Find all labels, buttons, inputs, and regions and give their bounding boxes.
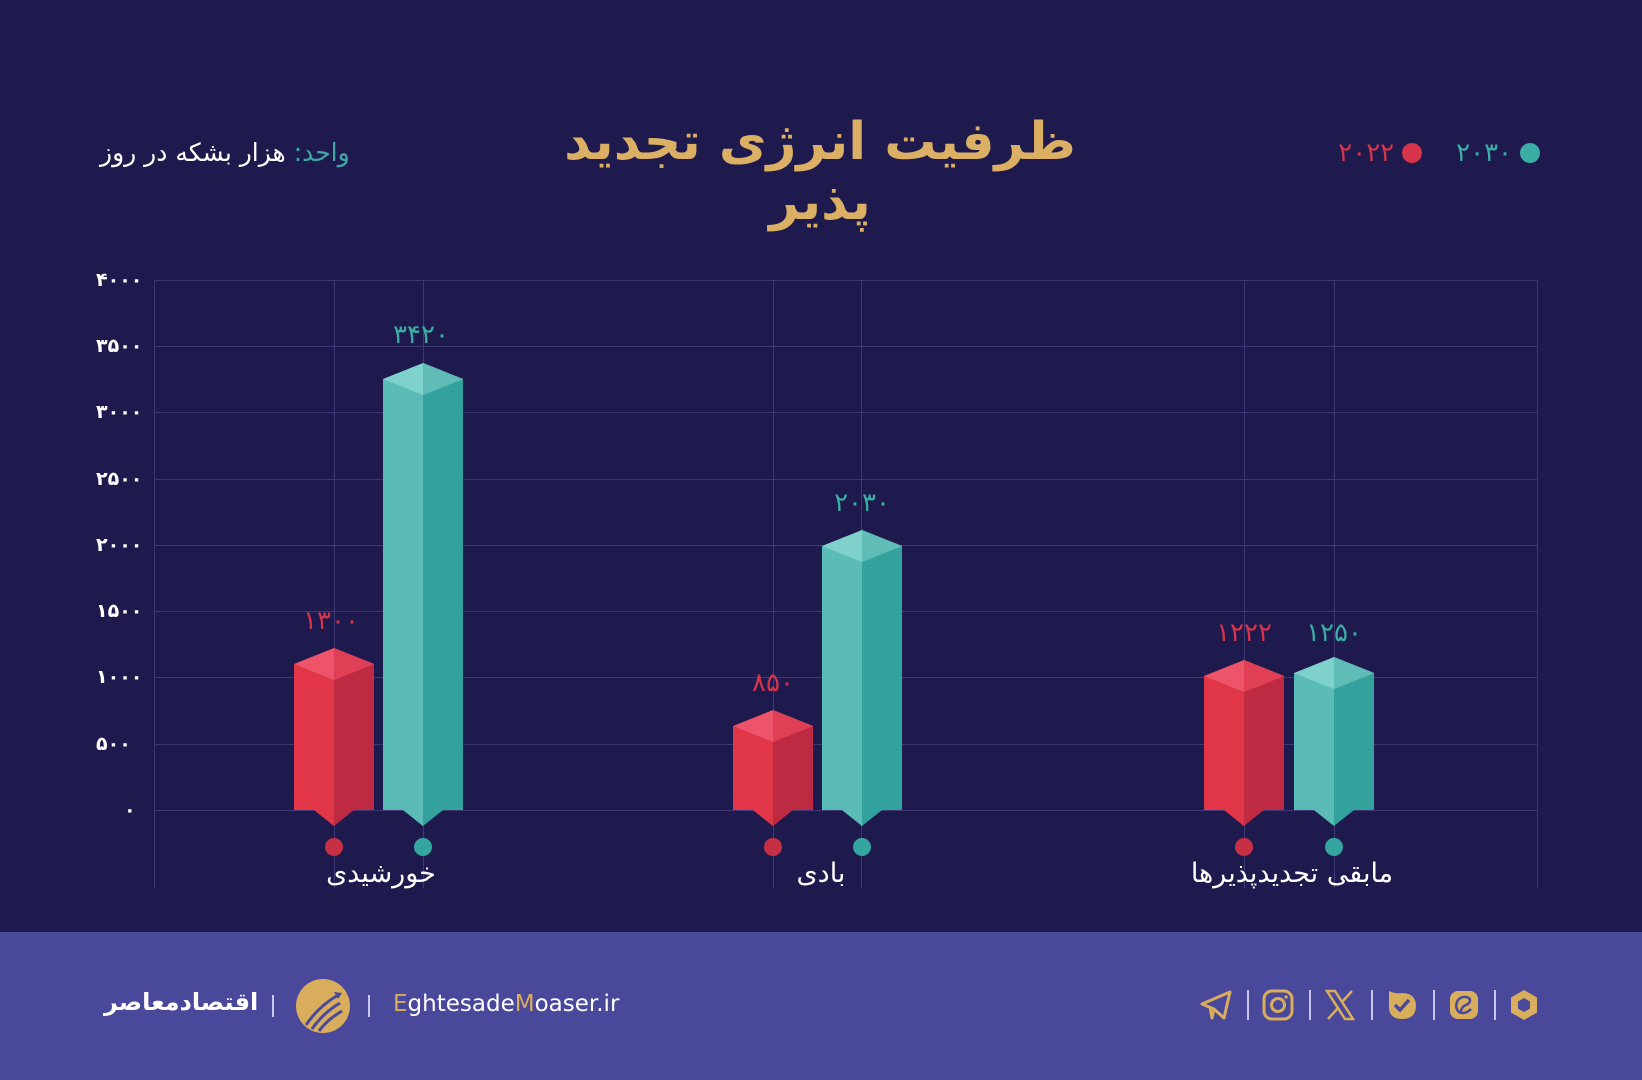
legend-label: ۲۰۳۰ xyxy=(1456,138,1512,168)
rubika-icon[interactable] xyxy=(1507,988,1541,1022)
category-label: بادی xyxy=(796,858,846,889)
category-label: خورشیدی xyxy=(326,858,436,889)
x-icon[interactable] xyxy=(1323,988,1357,1022)
legend-dot-icon xyxy=(1520,143,1540,163)
category-label: مابقی تجدیدپذیرها xyxy=(1190,858,1394,889)
value-label: ۳۴۲۰ xyxy=(393,320,449,350)
value-label: ۱۲۵۰ xyxy=(1306,618,1362,648)
y-tick: ۵۰۰ xyxy=(96,733,131,755)
category-dot-icon xyxy=(853,838,871,856)
category-dot-icon xyxy=(1235,838,1253,856)
chart-canvas: ظرفیت انرژی تجدید پذیر واحد: هزار بشکه د… xyxy=(96,112,1540,889)
unit-value: هزار بشکه در روز xyxy=(100,138,286,167)
chart-title: ظرفیت انرژی تجدید پذیر xyxy=(564,112,1077,232)
y-tick: ۲۰۰۰ xyxy=(96,534,143,556)
bar-other-2022 xyxy=(1204,660,1284,826)
website-link[interactable]: EghtesadeMoaser.ir xyxy=(393,991,620,1017)
bale-icon[interactable] xyxy=(1385,988,1419,1022)
y-tick: ۳۵۰۰ xyxy=(96,335,143,357)
category-dot-icon xyxy=(325,838,343,856)
y-tick: ۱۵۰۰ xyxy=(96,600,143,622)
category-dot-icon xyxy=(414,838,432,856)
y-tick: ۱۰۰۰ xyxy=(96,666,143,688)
bar-wind-2022 xyxy=(733,710,813,826)
legend-label: ۲۰۲۲ xyxy=(1338,138,1395,168)
legend-item-2030: ۲۰۳۰ xyxy=(1456,138,1540,168)
brand-logo-icon[interactable] xyxy=(296,979,350,1033)
instagram-icon[interactable] xyxy=(1261,988,1295,1022)
value-label: ۱۳۰۰ xyxy=(303,606,359,636)
unit-label: واحد: هزار بشکه در روز xyxy=(100,138,350,167)
y-tick: ۴۰۰۰ xyxy=(96,269,143,291)
bar-wind-2030 xyxy=(822,530,902,826)
bar-solar-2030 xyxy=(383,363,463,826)
value-label: ۲۰۳۰ xyxy=(834,488,890,518)
unit-key: واحد: xyxy=(293,138,350,167)
y-tick: ۲۵۰۰ xyxy=(96,468,143,490)
y-tick: ۰ xyxy=(124,799,136,821)
bar-solar-2022 xyxy=(294,648,374,826)
category-dot-icon xyxy=(764,838,782,856)
brand-name: اقتصادمعاصر xyxy=(104,988,259,1016)
category-dot-icon xyxy=(1325,838,1343,856)
legend-dot-icon xyxy=(1402,143,1423,163)
value-label: ۸۵۰ xyxy=(752,668,794,698)
divider xyxy=(368,995,370,1017)
legend: ۲۰۳۰ ۲۰۲۲ xyxy=(1338,138,1540,168)
legend-item-2022: ۲۰۲۲ xyxy=(1338,138,1423,168)
bar-other-2030 xyxy=(1294,657,1374,826)
y-tick: ۳۰۰۰ xyxy=(96,401,143,423)
divider xyxy=(272,995,274,1017)
eitaa-icon[interactable] xyxy=(1447,988,1481,1022)
value-label: ۱۲۲۲ xyxy=(1216,618,1272,648)
telegram-icon[interactable] xyxy=(1199,988,1233,1022)
